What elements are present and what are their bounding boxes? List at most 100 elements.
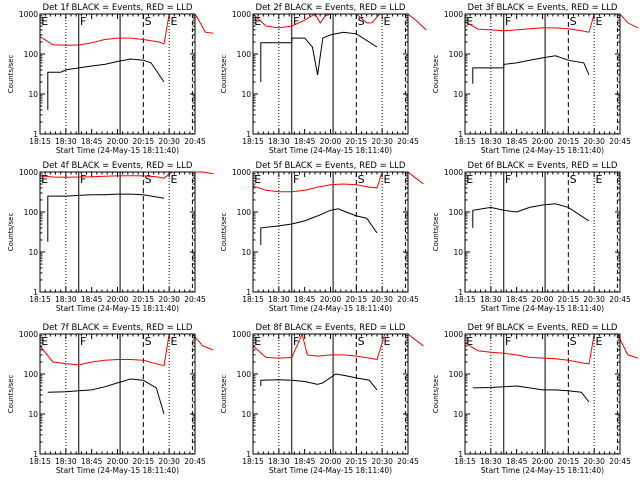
x-tick-label: 18:30 <box>480 295 502 304</box>
x-tick-label: 20:30 <box>158 137 180 146</box>
marker-letter: S <box>145 15 152 28</box>
panel-title: Det 8f BLACK = Events, RED = LLD <box>256 323 406 333</box>
x-tick-label: 18:15 <box>454 457 476 466</box>
x-tick-label: 18:45 <box>294 457 316 466</box>
x-tick-label: 18:45 <box>506 457 528 466</box>
marker-letter: S <box>570 173 577 186</box>
y-axis-label: Counts/sec <box>7 55 15 94</box>
panel-det-3: Det 3f BLACK = Events, RED = LLD E F S E 1 10 1… <box>432 3 639 155</box>
x-tick-label: 20:45 <box>184 457 206 466</box>
y-axis-label: Counts/sec <box>432 213 440 252</box>
x-tick-label: 18:45 <box>294 295 316 304</box>
marker-letter: F <box>293 15 299 28</box>
events-series-line <box>260 31 378 82</box>
marker-letter: F <box>505 15 511 28</box>
x-tick-label: 18:15 <box>454 137 476 146</box>
marker-letter: S <box>145 335 152 348</box>
y-axis-label: Counts/sec <box>220 375 228 414</box>
x-tick-label: 20:00 <box>107 295 129 304</box>
y-tick-label: 100 <box>449 370 464 379</box>
y-tick-label: 100 <box>449 208 464 217</box>
x-tick-label: 20:45 <box>609 295 631 304</box>
y-axis-label: Counts/sec <box>7 375 15 414</box>
marker-letter: F <box>80 173 86 186</box>
x-axis-label: Start Time (24-May-15 18:11:40) <box>269 466 392 475</box>
y-tick-label: 1 <box>33 288 38 297</box>
panel-det-4: Det 4f BLACK = Events, RED = LLD E F S E 1 10 1… <box>7 161 214 313</box>
plot-frame <box>252 13 409 135</box>
marker-letter: S <box>570 335 577 348</box>
events-series-line <box>47 58 165 110</box>
x-axis-label: Start Time (24-May-15 18:11:40) <box>481 466 604 475</box>
events-series-line <box>47 378 165 415</box>
panel-title: Det 3f BLACK = Events, RED = LLD <box>468 3 618 13</box>
panel-det-5: Det 5f BLACK = Events, RED = LLD E F S E 1 10 1… <box>220 161 424 313</box>
panel-title: Det 2f BLACK = Events, RED = LLD <box>256 3 406 13</box>
y-tick-label: 1000 <box>444 330 463 339</box>
y-tick-label: 10 <box>28 410 38 419</box>
events-series-line <box>260 373 378 391</box>
panel-det-9: Det 9f BLACK = Events, RED = LLD E F S E 1 10 1… <box>432 323 639 475</box>
events-series-line <box>472 55 590 84</box>
marker-letter: E <box>383 15 390 28</box>
events-series-line <box>47 193 165 242</box>
y-tick-label: 100 <box>237 370 252 379</box>
x-tick-label: 18:45 <box>81 137 103 146</box>
x-tick-label: 20:00 <box>532 295 554 304</box>
y-tick-label: 1 <box>33 130 38 139</box>
marker-letter: E <box>383 173 390 186</box>
x-tick-label: 20:00 <box>532 137 554 146</box>
y-tick-label: 1 <box>33 450 38 459</box>
x-tick-label: 20:45 <box>397 295 419 304</box>
x-tick-label: 20:00 <box>320 457 342 466</box>
panel-det-8: Det 8f BLACK = Events, RED = LLD E F S E 1 10 1… <box>220 323 424 475</box>
y-tick-label: 10 <box>453 410 463 419</box>
x-tick-label: 20:15 <box>558 295 580 304</box>
x-tick-label: 20:30 <box>158 295 180 304</box>
x-tick-label: 18:45 <box>294 137 316 146</box>
plot-frame <box>252 171 409 293</box>
marker-letter: E <box>41 335 48 348</box>
x-tick-label: 20:15 <box>133 295 155 304</box>
x-tick-label: 18:45 <box>506 295 528 304</box>
x-tick-label: 18:30 <box>268 137 290 146</box>
marker-letter: F <box>80 335 86 348</box>
plot-frame <box>39 13 196 135</box>
plot-frame <box>464 13 621 135</box>
x-tick-label: 20:15 <box>133 457 155 466</box>
plot-frame <box>39 333 196 455</box>
panel-title: Det 9f BLACK = Events, RED = LLD <box>468 323 618 333</box>
x-axis-label: Start Time (24-May-15 18:11:40) <box>481 304 604 313</box>
x-axis-label: Start Time (24-May-15 18:11:40) <box>269 146 392 155</box>
panel-title: Det 6f BLACK = Events, RED = LLD <box>468 161 618 171</box>
x-tick-label: 18:30 <box>55 137 77 146</box>
marker-letter: E <box>595 15 602 28</box>
panel-det-6: Det 6f BLACK = Events, RED = LLD E F S E 1 10 1… <box>432 161 631 313</box>
y-tick-label: 1 <box>246 130 251 139</box>
panel-title: Det 4f BLACK = Events, RED = LLD <box>43 161 193 171</box>
marker-letter: F <box>505 173 511 186</box>
x-tick-label: 18:15 <box>29 457 51 466</box>
y-tick-label: 1 <box>246 288 251 297</box>
y-tick-label: 1 <box>458 130 463 139</box>
marker-letter: E <box>254 15 261 28</box>
y-tick-label: 1 <box>458 288 463 297</box>
y-axis-label: Counts/sec <box>432 55 440 94</box>
x-tick-label: 18:30 <box>480 137 502 146</box>
marker-letter: E <box>383 335 390 348</box>
x-tick-label: 20:00 <box>320 295 342 304</box>
marker-letter: S <box>570 15 577 28</box>
marker-letter: E <box>254 173 261 186</box>
y-tick-label: 1000 <box>232 330 251 339</box>
marker-letter: F <box>293 173 299 186</box>
events-series-line <box>260 208 378 245</box>
marker-letter: E <box>170 335 177 348</box>
panel-det-1: Det 1f BLACK = Events, RED = LLD E F S E 1 10 1… <box>7 3 214 155</box>
y-axis-label: Counts/sec <box>220 55 228 94</box>
x-tick-label: 20:00 <box>532 457 554 466</box>
x-tick-label: 20:15 <box>346 457 368 466</box>
x-tick-label: 20:45 <box>609 457 631 466</box>
x-tick-label: 20:00 <box>107 457 129 466</box>
y-tick-label: 100 <box>24 208 39 217</box>
